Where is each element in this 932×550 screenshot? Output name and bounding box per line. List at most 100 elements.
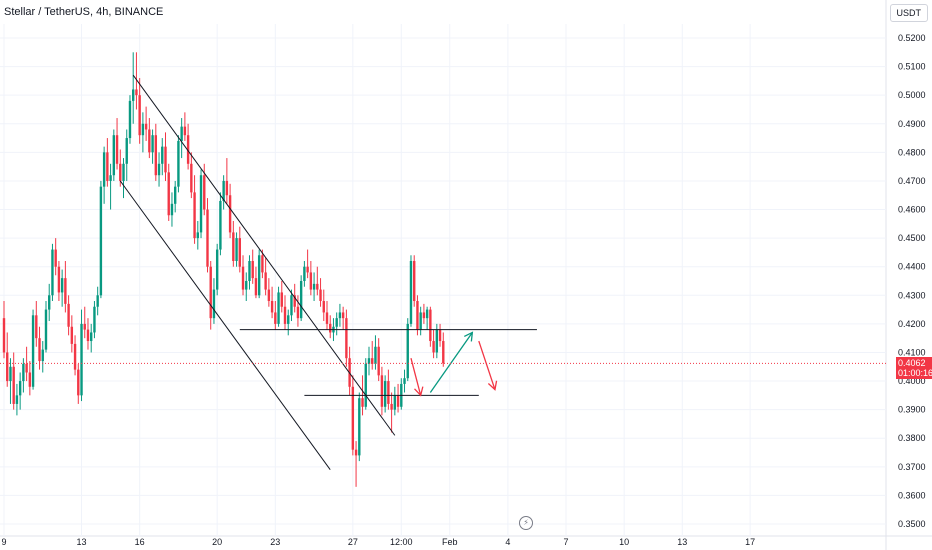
candle-body xyxy=(335,318,338,327)
candle-body xyxy=(6,352,9,382)
candle-body xyxy=(106,152,109,181)
candle-body xyxy=(290,295,293,316)
candle-body xyxy=(144,123,148,130)
candle xyxy=(270,286,274,319)
candle-body xyxy=(338,312,342,319)
candle-body xyxy=(2,318,6,353)
candle-body xyxy=(212,289,216,319)
candle-body xyxy=(102,152,106,187)
candle xyxy=(28,361,32,396)
candle xyxy=(35,301,38,347)
candle-body xyxy=(44,309,48,350)
candle-body xyxy=(245,281,248,290)
candle-body xyxy=(135,89,138,96)
candle xyxy=(154,123,158,181)
arrow-shaft xyxy=(429,332,473,393)
candle-body xyxy=(132,89,135,101)
lightning-icon[interactable]: ⚡ xyxy=(519,516,533,530)
candle xyxy=(73,335,77,376)
candle-body xyxy=(12,366,15,404)
candle-body xyxy=(429,309,432,342)
candle-body xyxy=(377,346,380,376)
candle xyxy=(409,255,413,327)
candle-body xyxy=(161,146,164,164)
candle-body xyxy=(177,140,180,187)
candle-body xyxy=(293,295,296,307)
candle-body xyxy=(96,295,99,307)
candle xyxy=(254,266,258,299)
candle xyxy=(435,323,439,359)
candle-body xyxy=(380,375,384,407)
price-tick-label: 0.5100 xyxy=(898,62,926,72)
candle xyxy=(364,358,367,410)
candle-body xyxy=(261,255,264,273)
candle xyxy=(319,278,322,307)
candle xyxy=(322,289,325,322)
price-tick-label: 0.4000 xyxy=(898,376,926,386)
candle-body xyxy=(196,232,199,239)
candle xyxy=(416,295,419,336)
candle-body xyxy=(41,349,44,362)
candle xyxy=(312,272,316,302)
candle-body xyxy=(48,295,51,310)
candle xyxy=(442,332,445,367)
candle-body xyxy=(419,312,422,330)
candle xyxy=(225,158,229,204)
candle xyxy=(128,95,132,144)
time-tick-label: 13 xyxy=(677,537,687,547)
candle-body xyxy=(93,306,96,333)
candle-body xyxy=(406,323,409,379)
candle-body xyxy=(312,283,316,290)
candle xyxy=(380,366,384,416)
arrow-up xyxy=(429,331,474,393)
candle xyxy=(41,341,44,373)
candle-body xyxy=(80,323,83,396)
candle xyxy=(299,275,303,322)
candle-body xyxy=(306,266,309,273)
candle xyxy=(341,306,345,330)
candle xyxy=(290,289,293,322)
candle-body xyxy=(167,172,170,216)
candle xyxy=(99,180,103,299)
candle-body xyxy=(280,292,283,307)
candle-body xyxy=(409,260,413,324)
candle-body xyxy=(57,266,61,293)
candle xyxy=(144,106,148,141)
candle xyxy=(251,249,254,284)
candle xyxy=(422,303,426,324)
candle xyxy=(383,375,387,413)
candle xyxy=(102,146,106,204)
candle-body xyxy=(345,318,348,359)
candle xyxy=(264,258,267,296)
candle xyxy=(306,249,309,279)
price-tick-label: 0.3500 xyxy=(898,519,926,529)
candle-body xyxy=(435,329,439,353)
time-tick-label: 17 xyxy=(745,537,755,547)
candle-body xyxy=(403,378,406,384)
candle xyxy=(15,383,19,416)
candle-body xyxy=(77,369,80,396)
candle xyxy=(371,341,374,370)
currency-badge[interactable]: USDT xyxy=(889,4,928,22)
candle xyxy=(141,112,145,153)
candle xyxy=(358,392,361,462)
candle xyxy=(222,175,225,210)
candle xyxy=(96,286,99,316)
candle-body xyxy=(277,292,280,324)
candle-body xyxy=(28,372,32,387)
candle-body xyxy=(299,281,303,319)
candle-body xyxy=(31,315,35,387)
drawings-layer xyxy=(119,74,537,470)
candle-body xyxy=(115,135,119,164)
candle-body xyxy=(393,395,397,410)
candle-body xyxy=(70,326,74,344)
candle-body xyxy=(442,341,445,364)
candle-body xyxy=(209,266,212,319)
candle-body xyxy=(309,272,313,290)
candle-body xyxy=(390,403,393,410)
time-tick-label: Feb xyxy=(442,537,458,547)
candle xyxy=(283,295,287,330)
candle-body xyxy=(425,309,429,319)
candle xyxy=(274,301,277,330)
